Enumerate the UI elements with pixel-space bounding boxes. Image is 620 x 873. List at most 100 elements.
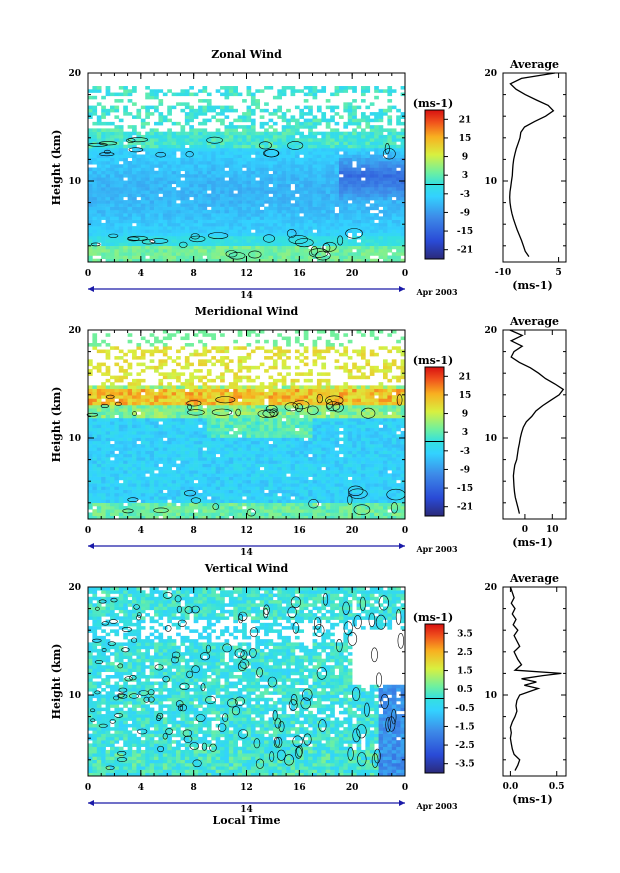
heatmap-cell — [167, 421, 172, 425]
heatmap-cell — [127, 187, 133, 191]
heatmap-cell — [154, 486, 159, 490]
heatmap-cell — [202, 509, 208, 513]
heatmap-cell — [167, 141, 172, 145]
heatmap-cell — [140, 444, 146, 448]
heatmap-cell — [189, 242, 194, 247]
heatmap-cell — [162, 196, 168, 201]
heatmap-cell — [171, 408, 177, 412]
heatmap-cell — [246, 144, 252, 149]
heatmap-cell — [308, 118, 313, 123]
heatmap-cell — [387, 242, 393, 247]
heatmap-cell — [211, 509, 216, 513]
heatmap-cell — [149, 134, 155, 139]
heatmap-cell — [246, 193, 252, 198]
heatmap-cell — [382, 203, 388, 207]
heatmap-cell — [202, 134, 208, 139]
heatmap-cell — [246, 235, 252, 240]
heatmap-cell — [290, 196, 296, 201]
heatmap-cell — [118, 515, 124, 520]
heatmap-cell — [338, 229, 344, 233]
heatmap-cell — [334, 229, 340, 233]
heatmap-cell — [334, 92, 340, 97]
heatmap-cell — [96, 203, 102, 207]
heatmap-cell — [347, 164, 353, 168]
heatmap-cell — [272, 108, 278, 113]
heatmap-cell — [246, 245, 252, 250]
heatmap-cell — [330, 92, 335, 97]
heatmap-cell — [118, 369, 124, 373]
heatmap-cell — [220, 200, 225, 204]
heatmap-cell — [101, 108, 106, 113]
heatmap-cell — [123, 466, 128, 471]
heatmap-cell — [334, 255, 340, 260]
heatmap-cell — [145, 492, 150, 497]
heatmap-cell — [154, 421, 159, 425]
heatmap-cell — [189, 450, 194, 455]
heatmap-cell — [224, 414, 230, 419]
heatmap-cell — [321, 177, 327, 181]
heatmap-cell — [369, 226, 375, 230]
heatmap-cell — [237, 512, 243, 517]
heatmap-cell — [215, 427, 221, 432]
heatmap-cell — [352, 190, 357, 194]
heatmap-cell — [167, 200, 172, 204]
heatmap-cell — [132, 138, 137, 142]
heatmap-cell — [206, 108, 212, 113]
heatmap-cell — [277, 245, 283, 250]
heatmap-cell — [365, 125, 371, 129]
heatmap-cell — [136, 463, 142, 468]
heatmap-cell — [184, 359, 190, 363]
heatmap-cell — [391, 174, 397, 178]
heatmap-cell — [140, 388, 146, 393]
heatmap-cell — [211, 411, 216, 416]
heatmap-cell — [167, 235, 172, 240]
heatmap-cell — [334, 193, 340, 198]
heatmap-cell — [347, 147, 353, 152]
heatmap-cell — [272, 112, 278, 116]
heatmap-cell — [92, 414, 98, 419]
heatmap-cell — [224, 216, 230, 220]
heatmap-cell — [162, 258, 168, 263]
heatmap-cell — [140, 489, 146, 494]
heatmap-cell — [171, 252, 177, 256]
heatmap-cell — [382, 138, 388, 142]
heatmap-cell — [96, 232, 102, 237]
heatmap-cell — [158, 248, 164, 253]
heatmap-cell — [110, 512, 115, 517]
heatmap-cell — [281, 252, 287, 256]
heatmap-cell — [88, 417, 93, 422]
heatmap-cell — [176, 160, 181, 165]
heatmap-cell — [396, 157, 401, 162]
heatmap-cell — [325, 209, 331, 214]
heatmap-cell — [154, 105, 159, 110]
heatmap-cell — [272, 203, 278, 207]
heatmap-cell — [233, 138, 238, 142]
heatmap-cell — [303, 193, 309, 198]
heatmap-cell — [167, 408, 172, 412]
heatmap-cell — [387, 232, 393, 237]
heatmap-cell — [321, 157, 327, 162]
heatmap-cell — [171, 134, 177, 139]
heatmap-cell — [145, 141, 150, 145]
heatmap-cell — [264, 151, 269, 155]
heatmap-cell — [334, 164, 340, 168]
heatmap-cell — [149, 391, 155, 396]
heatmap-cell — [299, 147, 305, 152]
heatmap-cell — [180, 92, 186, 97]
heatmap-cell — [158, 395, 164, 399]
heatmap-cell — [154, 417, 159, 422]
heatmap-cell — [92, 138, 98, 142]
heatmap-cell — [127, 190, 133, 194]
heatmap-cell — [246, 174, 252, 178]
heatmap-cell — [198, 385, 203, 389]
heatmap-cell — [365, 89, 371, 93]
heatmap-cell — [162, 362, 168, 367]
heatmap-cell — [167, 382, 172, 386]
heatmap-cell — [290, 229, 296, 233]
heatmap-cell — [202, 489, 208, 494]
heatmap-cell — [347, 105, 353, 110]
heatmap-cell — [193, 239, 199, 243]
heatmap-cell — [228, 258, 234, 263]
heatmap-cell — [343, 206, 349, 211]
heatmap-cell — [118, 170, 124, 175]
